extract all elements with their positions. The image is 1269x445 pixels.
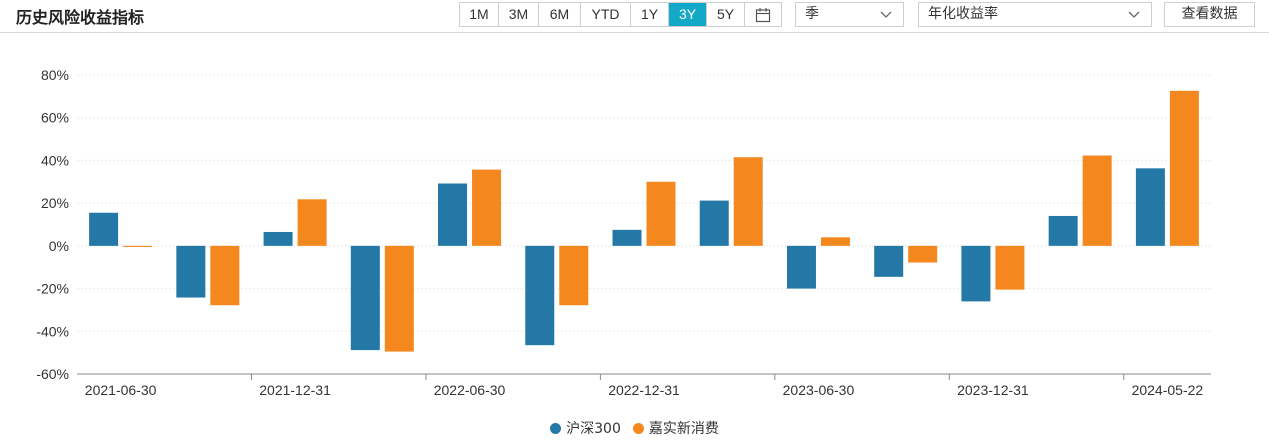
- bar-series-2[interactable]: [210, 245, 240, 306]
- legend-item-series-2[interactable]: 嘉实新消费: [632, 418, 719, 438]
- bar-series-1[interactable]: [438, 183, 468, 246]
- legend-marker: [550, 422, 562, 434]
- bar-series-1[interactable]: [1048, 215, 1078, 246]
- y-tick-label: -20%: [36, 281, 69, 297]
- bar-series-2[interactable]: [646, 181, 676, 246]
- x-tick-label: 2022-12-31: [608, 382, 680, 398]
- range-button-3m[interactable]: 3M: [499, 3, 539, 26]
- bar-series-2[interactable]: [384, 245, 414, 352]
- bar-series-1[interactable]: [874, 245, 904, 277]
- metric-select[interactable]: 年化收益率: [918, 2, 1152, 27]
- range-button-5y[interactable]: 5Y: [707, 3, 745, 26]
- page-title: 历史风险收益指标: [16, 8, 145, 27]
- chart-legend: 沪深300 嘉实新消费: [0, 418, 1269, 438]
- x-tick-label: 2021-12-31: [259, 382, 331, 398]
- metric-select-value: 年化收益率: [928, 6, 998, 22]
- legend-item-series-1[interactable]: 沪深300: [550, 418, 621, 438]
- y-tick-label: 60%: [41, 110, 69, 126]
- y-tick-label: 40%: [41, 152, 69, 168]
- bar-series-2[interactable]: [995, 245, 1025, 290]
- bar-series-2[interactable]: [733, 157, 763, 246]
- bar-series-2[interactable]: [297, 199, 327, 246]
- x-tick-label: 2022-06-30: [434, 382, 506, 398]
- range-button-ytd[interactable]: YTD: [581, 3, 631, 26]
- x-tick-label: 2023-12-31: [957, 382, 1029, 398]
- bar-series-1[interactable]: [612, 229, 642, 246]
- bar-series-1[interactable]: [699, 200, 729, 246]
- header-bar: 历史风险收益指标 1M 3M 6M YTD 1Y 3Y 5Y 季 年化收益率 查…: [0, 0, 1269, 33]
- bar-series-2[interactable]: [472, 169, 502, 246]
- chevron-down-icon: [1128, 11, 1140, 18]
- legend-label: 嘉实新消费: [648, 421, 719, 437]
- bar-series-2[interactable]: [559, 245, 589, 306]
- y-tick-label: 20%: [41, 195, 69, 211]
- x-tick-label: 2024-05-22: [1132, 382, 1204, 398]
- bar-series-1[interactable]: [263, 231, 293, 246]
- legend-marker: [632, 422, 644, 434]
- range-button-1y[interactable]: 1Y: [631, 3, 669, 26]
- range-button-6m[interactable]: 6M: [539, 3, 581, 26]
- y-tick-label: 0%: [49, 238, 69, 254]
- bar-chart: 80% 60% 40% 20% 0% -20% -40% -60% 2021-06-30 2021…: [36, 67, 1211, 398]
- chevron-down-icon: [880, 11, 892, 18]
- bar-series-2[interactable]: [1169, 90, 1199, 246]
- calendar-icon: [755, 7, 771, 22]
- bar-series-1[interactable]: [525, 245, 555, 346]
- y-tick-label: 80%: [41, 67, 69, 83]
- bar-series-2[interactable]: [123, 245, 153, 247]
- y-tick-label: -40%: [36, 323, 69, 339]
- calendar-button[interactable]: [745, 3, 781, 26]
- bar-series-2[interactable]: [1082, 155, 1112, 246]
- y-tick-label: -60%: [36, 366, 69, 382]
- bar-series-1[interactable]: [176, 245, 206, 298]
- range-button-3y[interactable]: 3Y: [669, 3, 707, 26]
- bar-series-1[interactable]: [350, 245, 380, 351]
- bar-series-2[interactable]: [820, 237, 850, 246]
- bar-series-1[interactable]: [786, 245, 816, 289]
- bar-series-1[interactable]: [1135, 168, 1165, 246]
- period-select[interactable]: 季: [795, 2, 904, 27]
- x-tick-label: 2023-06-30: [783, 382, 855, 398]
- bar-series-1[interactable]: [89, 212, 119, 246]
- range-button-1m[interactable]: 1M: [460, 3, 499, 26]
- bar-series-2[interactable]: [908, 245, 938, 263]
- view-data-button[interactable]: 查看数据: [1164, 2, 1255, 27]
- period-select-value: 季: [805, 6, 819, 22]
- legend-label: 沪深300: [566, 421, 621, 437]
- x-tick-label: 2021-06-30: [85, 382, 157, 398]
- bar-series-1[interactable]: [961, 245, 991, 302]
- time-range-group: 1M 3M 6M YTD 1Y 3Y 5Y: [459, 2, 782, 27]
